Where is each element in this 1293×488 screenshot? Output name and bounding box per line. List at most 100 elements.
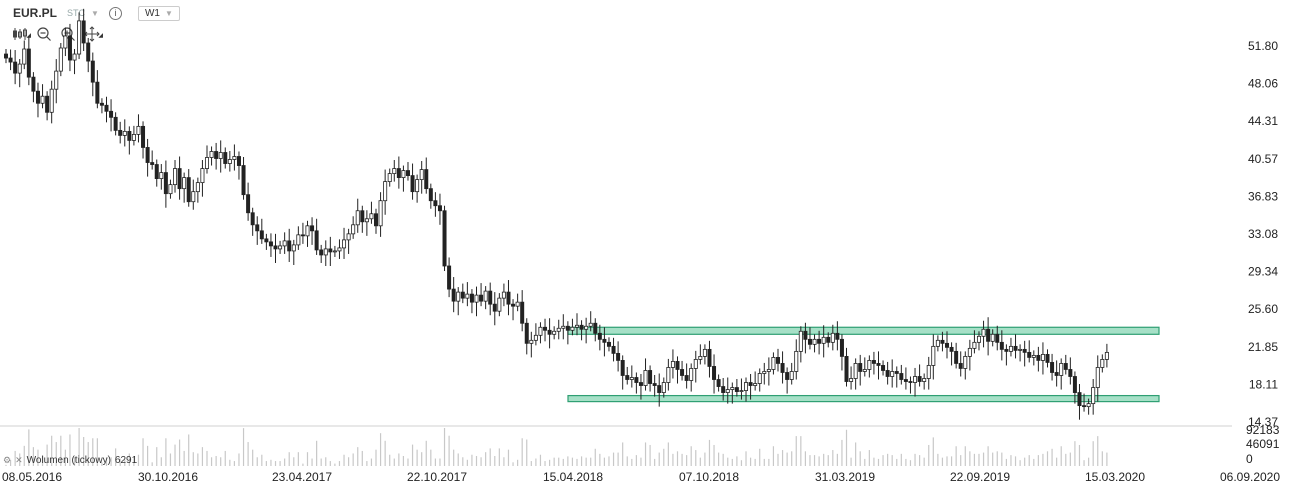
info-icon[interactable]: i [108, 6, 122, 20]
candle [922, 373, 927, 390]
candle [442, 205, 447, 272]
candle [597, 324, 602, 351]
candle [552, 326, 557, 340]
candle [127, 126, 132, 155]
candle [611, 337, 616, 362]
x-tick-label: 15.03.2020 [1085, 470, 1145, 484]
candle [177, 156, 182, 200]
candle [145, 138, 150, 177]
candle [812, 334, 817, 353]
horizontal-zone[interactable] [567, 326, 1160, 335]
candle [4, 49, 9, 64]
candle [803, 322, 808, 354]
x-tick-label: 30.10.2016 [138, 470, 198, 484]
candle [556, 319, 561, 340]
candle [122, 119, 127, 147]
y-tick-label: 25.60 [1248, 302, 1278, 316]
candle [606, 337, 611, 352]
candle [570, 318, 575, 336]
candle [867, 355, 872, 378]
candle [150, 150, 155, 170]
candle [1068, 357, 1073, 385]
candle [588, 311, 593, 332]
candle [794, 339, 799, 380]
candle [826, 332, 831, 348]
candle [515, 293, 520, 312]
candle [1104, 343, 1109, 368]
candle [337, 239, 342, 259]
candle [483, 286, 488, 310]
timeframe-select[interactable]: W1 ▼ [137, 5, 180, 21]
candle [351, 216, 356, 239]
candle [95, 70, 100, 109]
candle [113, 112, 118, 136]
candle [999, 330, 1004, 361]
candle [620, 355, 625, 390]
chart-tools: ◢ ◢ [12, 26, 103, 42]
candle [1082, 393, 1087, 412]
candle [90, 52, 95, 97]
candle [625, 366, 630, 385]
candle [396, 156, 401, 189]
settings-icon[interactable]: ⚙ [3, 455, 12, 465]
candle [255, 216, 260, 245]
candle [40, 84, 45, 109]
candle [264, 233, 269, 250]
candle [232, 144, 237, 171]
y-tick-label: 21.85 [1248, 340, 1278, 354]
candle [291, 239, 296, 265]
candle [287, 228, 292, 262]
candle [684, 363, 689, 389]
close-icon[interactable]: ✕ [15, 455, 23, 465]
candle [858, 354, 863, 386]
x-tick-label: 23.04.2017 [272, 470, 332, 484]
candle [972, 330, 977, 354]
candle [67, 23, 72, 72]
exchange-dropdown-icon[interactable]: ▼ [91, 8, 99, 18]
candle [1050, 353, 1055, 381]
horizontal-zone[interactable] [567, 394, 1160, 403]
candle [908, 376, 913, 394]
candle [469, 289, 474, 314]
candle [693, 350, 698, 383]
candle [817, 330, 822, 355]
candle [511, 299, 516, 321]
candle [346, 228, 351, 254]
candle [1072, 371, 1077, 404]
candle [332, 245, 337, 257]
move-icon[interactable]: ◢ [84, 26, 103, 42]
volume-tick-label: 46091 [1246, 437, 1280, 451]
candle [547, 318, 552, 349]
candle [296, 226, 301, 250]
candle [424, 157, 429, 194]
candle [894, 366, 899, 388]
candle [465, 282, 470, 307]
candle [305, 220, 310, 247]
volume-title: Wolumen (tickowy) [26, 455, 111, 466]
x-tick-label: 06.09.2020 [1220, 470, 1280, 484]
candle [967, 339, 972, 371]
candle [670, 349, 675, 379]
candle [1004, 344, 1009, 366]
candle [976, 331, 981, 351]
zoom-out-icon[interactable] [36, 26, 52, 42]
candle [195, 177, 200, 203]
y-tick-label: 51.80 [1248, 39, 1278, 53]
symbol-label[interactable]: EUR.PL [13, 6, 58, 20]
candle [753, 371, 758, 391]
candle [1063, 354, 1068, 375]
candle [839, 334, 844, 371]
volume-tick-label: 92183 [1246, 423, 1280, 437]
y-tick-label: 29.34 [1248, 265, 1278, 279]
candle [780, 351, 785, 384]
candle [58, 42, 63, 77]
candle [849, 366, 854, 390]
candle [141, 121, 146, 159]
candlestick-icon[interactable]: ◢ [12, 26, 31, 42]
candle [310, 217, 315, 245]
candle [415, 174, 420, 203]
y-tick-label: 36.83 [1248, 189, 1278, 203]
candle [675, 356, 680, 384]
candle [136, 114, 141, 143]
